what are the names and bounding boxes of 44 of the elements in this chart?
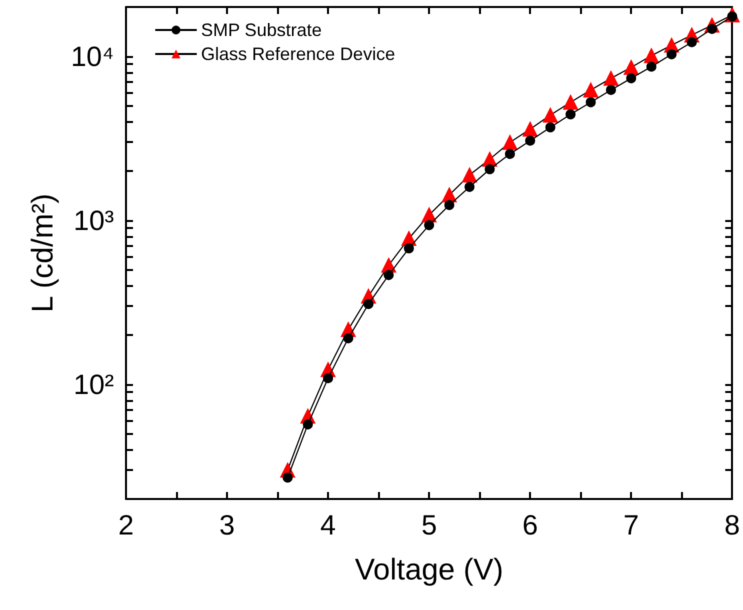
point — [444, 200, 454, 210]
point — [502, 134, 518, 150]
point — [282, 472, 293, 483]
point — [686, 37, 697, 48]
y-tick-label: 10⁴ — [70, 40, 114, 72]
point — [646, 62, 656, 72]
x-tick-label: 4 — [320, 510, 336, 540]
point — [603, 70, 618, 86]
point — [525, 136, 536, 146]
point — [566, 109, 576, 120]
point — [545, 122, 556, 132]
point — [583, 82, 598, 98]
x-tick-label: 2 — [118, 510, 134, 540]
point — [626, 73, 636, 84]
point — [542, 108, 558, 123]
legend-label: Glass Reference Device — [201, 44, 396, 64]
point — [522, 122, 538, 137]
point — [404, 243, 414, 254]
y-axis-title: L (cd/m²) — [26, 194, 60, 312]
point — [644, 48, 659, 64]
point — [343, 333, 354, 344]
point — [302, 419, 313, 430]
x-tick-label: 8 — [724, 510, 740, 540]
point — [606, 84, 616, 95]
point — [624, 60, 639, 75]
point — [586, 97, 596, 108]
y-tick-label: 10² — [74, 368, 114, 400]
point — [666, 49, 677, 60]
legend-label: SMP Substrate — [201, 20, 322, 40]
point — [462, 168, 478, 183]
x-tick-label: 3 — [219, 510, 235, 540]
x-tick-label: 6 — [522, 510, 538, 540]
point — [424, 220, 434, 230]
point — [563, 94, 578, 110]
x-axis-title: Voltage (V) — [354, 554, 504, 586]
y-tick-label: 10³ — [74, 204, 114, 236]
point — [384, 270, 394, 280]
x-tick-label: 7 — [623, 510, 639, 540]
point — [363, 299, 374, 310]
x-tick-label: 5 — [421, 510, 437, 540]
point — [504, 148, 515, 159]
point — [484, 164, 495, 174]
point — [464, 182, 475, 192]
point — [323, 373, 334, 384]
